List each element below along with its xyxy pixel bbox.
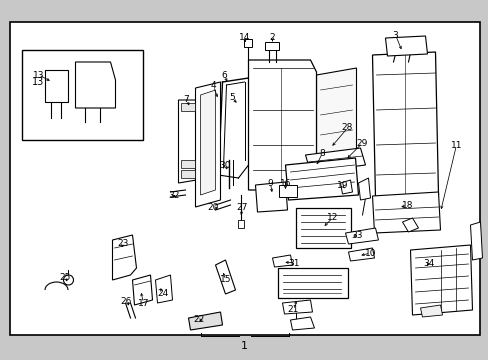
- Text: 20: 20: [207, 203, 219, 212]
- Text: 16: 16: [279, 179, 291, 188]
- Text: 12: 12: [326, 213, 338, 222]
- Bar: [237, 220, 243, 228]
- Text: 14: 14: [238, 33, 250, 42]
- Polygon shape: [348, 248, 374, 261]
- Text: 18: 18: [401, 201, 412, 210]
- Polygon shape: [132, 275, 152, 305]
- Text: 6: 6: [221, 72, 227, 81]
- Text: 17: 17: [138, 298, 149, 307]
- Text: 13: 13: [33, 71, 44, 80]
- Polygon shape: [45, 70, 68, 102]
- Text: 10: 10: [364, 248, 375, 257]
- Text: 9: 9: [267, 179, 273, 188]
- Text: 15: 15: [219, 275, 231, 284]
- Polygon shape: [420, 305, 442, 317]
- Polygon shape: [372, 52, 438, 198]
- Bar: [278, 185, 296, 197]
- Text: 32: 32: [167, 192, 179, 201]
- Text: 26: 26: [121, 297, 132, 306]
- Polygon shape: [385, 36, 427, 56]
- Polygon shape: [372, 192, 440, 233]
- Polygon shape: [215, 260, 235, 294]
- Polygon shape: [290, 317, 314, 330]
- Polygon shape: [345, 228, 378, 244]
- Polygon shape: [402, 218, 418, 232]
- Text: 21: 21: [287, 306, 299, 315]
- Text: 5: 5: [229, 94, 235, 103]
- Polygon shape: [390, 182, 409, 228]
- Polygon shape: [155, 275, 172, 303]
- Text: 34: 34: [422, 258, 433, 267]
- Polygon shape: [340, 180, 352, 194]
- Text: 30: 30: [219, 162, 231, 171]
- Bar: [264, 42, 278, 50]
- Bar: [243, 39, 251, 47]
- Bar: [180, 170, 194, 178]
- Polygon shape: [112, 235, 136, 280]
- Text: 24: 24: [157, 288, 168, 297]
- Bar: [180, 160, 194, 168]
- Polygon shape: [316, 68, 356, 160]
- Text: 28: 28: [341, 123, 352, 132]
- Text: 11: 11: [450, 140, 461, 149]
- Polygon shape: [75, 62, 115, 108]
- Circle shape: [63, 275, 73, 285]
- Polygon shape: [195, 82, 220, 207]
- Polygon shape: [272, 255, 292, 267]
- Polygon shape: [409, 245, 471, 315]
- Bar: [22, 50, 142, 140]
- Polygon shape: [469, 222, 482, 260]
- Text: 25: 25: [60, 274, 71, 283]
- Polygon shape: [255, 182, 287, 212]
- Text: 27: 27: [236, 203, 248, 212]
- Polygon shape: [188, 312, 222, 330]
- Polygon shape: [200, 90, 215, 195]
- Polygon shape: [178, 100, 196, 183]
- Bar: [180, 103, 194, 111]
- Text: 23: 23: [118, 238, 129, 248]
- Text: 8: 8: [319, 148, 325, 158]
- Text: 2: 2: [269, 33, 275, 42]
- Text: 22: 22: [192, 315, 203, 324]
- Text: 31: 31: [288, 258, 300, 267]
- Text: 13: 13: [32, 77, 44, 87]
- Polygon shape: [248, 60, 316, 190]
- Text: 19: 19: [336, 181, 347, 190]
- Polygon shape: [285, 158, 358, 200]
- Polygon shape: [358, 178, 370, 200]
- Text: 3: 3: [392, 31, 398, 40]
- Polygon shape: [282, 300, 312, 314]
- Bar: [295, 208, 350, 248]
- Bar: [10, 22, 479, 335]
- Text: 7: 7: [183, 95, 189, 104]
- Text: 1: 1: [241, 341, 247, 351]
- Polygon shape: [305, 148, 365, 172]
- Bar: [277, 268, 347, 298]
- Text: 4: 4: [210, 81, 216, 90]
- Text: 33: 33: [351, 231, 363, 240]
- Text: 29: 29: [356, 139, 367, 148]
